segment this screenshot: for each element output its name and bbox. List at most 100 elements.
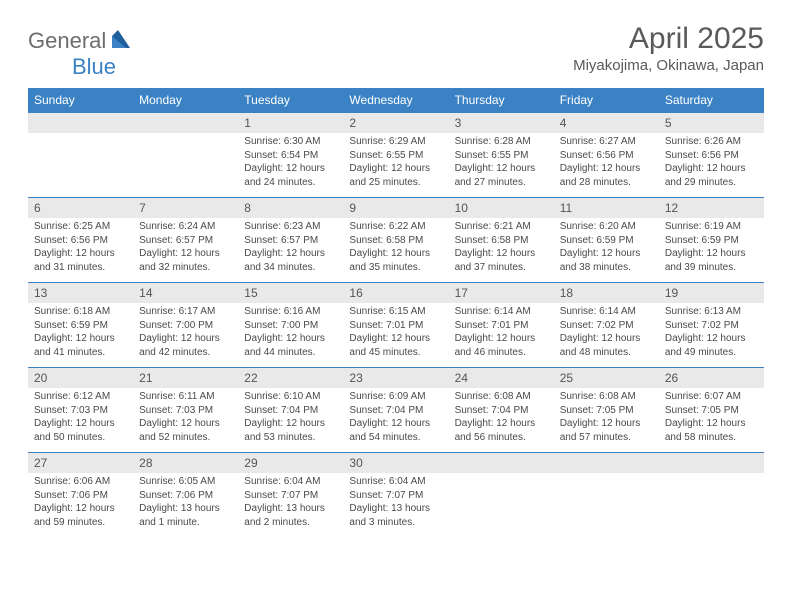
daylight-label: Daylight: 12 hours and 24 minutes. [244,163,325,188]
day-number: 23 [343,368,448,389]
sunset-label: Sunset: 7:03 PM [139,405,213,416]
day-number [554,453,659,474]
sunrise-label: Sunrise: 6:06 AM [34,476,110,487]
daylight-label: Daylight: 12 hours and 46 minutes. [455,333,536,358]
day-content: Sunrise: 6:10 AMSunset: 7:04 PMDaylight:… [238,388,343,453]
day-content: Sunrise: 6:27 AMSunset: 6:56 PMDaylight:… [554,133,659,198]
sunset-label: Sunset: 7:01 PM [455,320,529,331]
sunrise-label: Sunrise: 6:08 AM [560,391,636,402]
sunrise-label: Sunrise: 6:23 AM [244,221,320,232]
sunrise-label: Sunrise: 6:21 AM [455,221,531,232]
daylight-label: Daylight: 12 hours and 42 minutes. [139,333,220,358]
day-content: Sunrise: 6:30 AMSunset: 6:54 PMDaylight:… [238,133,343,198]
logo-mark-icon [112,30,136,53]
day-number: 5 [659,113,764,134]
sunset-label: Sunset: 6:59 PM [560,235,634,246]
dow-monday: Monday [133,88,238,113]
week-daynum-row: 13141516171819 [28,283,764,304]
month-title: April 2025 [573,22,764,55]
sunset-label: Sunset: 6:56 PM [34,235,108,246]
day-content [133,133,238,198]
day-number: 11 [554,198,659,219]
sunset-label: Sunset: 6:58 PM [455,235,529,246]
sunset-label: Sunset: 6:59 PM [34,320,108,331]
sunrise-label: Sunrise: 6:25 AM [34,221,110,232]
day-content: Sunrise: 6:11 AMSunset: 7:03 PMDaylight:… [133,388,238,453]
sunset-label: Sunset: 7:04 PM [349,405,423,416]
sunrise-label: Sunrise: 6:26 AM [665,136,741,147]
sunset-label: Sunset: 7:03 PM [34,405,108,416]
day-number: 29 [238,453,343,474]
day-number: 9 [343,198,448,219]
day-content: Sunrise: 6:25 AMSunset: 6:56 PMDaylight:… [28,218,133,283]
sunrise-label: Sunrise: 6:29 AM [349,136,425,147]
daylight-label: Daylight: 12 hours and 29 minutes. [665,163,746,188]
day-content: Sunrise: 6:23 AMSunset: 6:57 PMDaylight:… [238,218,343,283]
day-number: 27 [28,453,133,474]
daylight-label: Daylight: 13 hours and 2 minutes. [244,503,325,528]
day-number: 16 [343,283,448,304]
dow-friday: Friday [554,88,659,113]
sunrise-label: Sunrise: 6:28 AM [455,136,531,147]
sunrise-label: Sunrise: 6:15 AM [349,306,425,317]
week-content-row: Sunrise: 6:18 AM Sunset: 6:59 PM Daylight:… [28,303,764,368]
sunrise-label: Sunrise: 6:14 AM [455,306,531,317]
day-content: Sunrise: 6:08 AMSunset: 7:05 PMDaylight:… [554,388,659,453]
day-content: Sunrise: 6:04 AMSunset: 7:07 PMDaylight:… [343,473,448,537]
day-number: 20 [28,368,133,389]
day-content: Sunrise: 6:12 AMSunset: 7:03 PMDaylight:… [28,388,133,453]
day-content: Sunrise: 6:06 AMSunset: 7:06 PMDaylight:… [28,473,133,537]
week-daynum-row: 12345 [28,113,764,134]
daylight-label: Daylight: 12 hours and 54 minutes. [349,418,430,443]
day-content: Sunrise: 6:09 AMSunset: 7:04 PMDaylight:… [343,388,448,453]
sunset-label: Sunset: 7:06 PM [139,490,213,501]
day-content: Sunrise: 6:14 AM Sunset: 7:02 PM Daylight:… [554,303,659,368]
week-daynum-row: 27282930 [28,453,764,474]
day-number: 18 [554,283,659,304]
daylight-label: Daylight: 12 hours and 41 minutes. [34,333,115,358]
day-content: Sunrise: 6:16 AMSunset: 7:00 PMDaylight:… [238,303,343,368]
sunrise-label: Sunrise: 6:12 AM [34,391,110,402]
calendar-table: Sunday Monday Tuesday Wednesday Thursday… [28,88,764,537]
sunset-label: Sunset: 7:05 PM [560,405,634,416]
day-content [28,133,133,198]
day-content: Sunrise: 6:17 AMSunset: 7:00 PMDaylight:… [133,303,238,368]
day-number: 6 [28,198,133,219]
daylight-label: Daylight: 12 hours and 27 minutes. [455,163,536,188]
sunrise-label: Sunrise: 6:14 AM [560,306,636,317]
day-content: Sunrise: 6:24 AMSunset: 6:57 PMDaylight:… [133,218,238,283]
logo-text-blue: Blue [72,54,116,79]
sunset-label: Sunset: 6:58 PM [349,235,423,246]
day-content: Sunrise: 6:22 AMSunset: 6:58 PMDaylight:… [343,218,448,283]
day-number: 30 [343,453,448,474]
day-number: 19 [659,283,764,304]
sunset-label: Sunset: 6:55 PM [349,150,423,161]
day-content: Sunrise: 6:29 AMSunset: 6:55 PMDaylight:… [343,133,448,198]
day-number: 22 [238,368,343,389]
sunset-label: Sunset: 6:59 PM [665,235,739,246]
sunrise-label: Sunrise: 6:18 AM [34,306,110,317]
sunset-label: Sunset: 7:02 PM [560,320,634,331]
sunrise-label: Sunrise: 6:05 AM [139,476,215,487]
day-content [659,473,764,537]
daylight-label: Daylight: 12 hours and 52 minutes. [139,418,220,443]
sunrise-label: Sunrise: 6:04 AM [349,476,425,487]
daylight-label: Daylight: 12 hours and 28 minutes. [560,163,641,188]
sunset-label: Sunset: 7:00 PM [244,320,318,331]
sunset-label: Sunset: 6:56 PM [665,150,739,161]
sunset-label: Sunset: 7:05 PM [665,405,739,416]
sunrise-label: Sunrise: 6:19 AM [665,221,741,232]
day-content: Sunrise: 6:04 AMSunset: 7:07 PMDaylight:… [238,473,343,537]
dow-wednesday: Wednesday [343,88,448,113]
day-content: Sunrise: 6:07 AMSunset: 7:05 PMDaylight:… [659,388,764,453]
day-content: Sunrise: 6:28 AMSunset: 6:55 PMDaylight:… [449,133,554,198]
day-content: Sunrise: 6:26 AM Sunset: 6:56 PM Daylight:… [659,133,764,198]
dow-thursday: Thursday [449,88,554,113]
day-content: Sunrise: 6:14 AM Sunset: 7:01 PM Daylight:… [449,303,554,368]
day-number: 13 [28,283,133,304]
daylight-label: Daylight: 12 hours and 48 minutes. [560,333,641,358]
dow-sunday: Sunday [28,88,133,113]
day-number: 3 [449,113,554,134]
daylight-label: Daylight: 13 hours and 1 minute. [139,503,220,528]
day-number: 17 [449,283,554,304]
